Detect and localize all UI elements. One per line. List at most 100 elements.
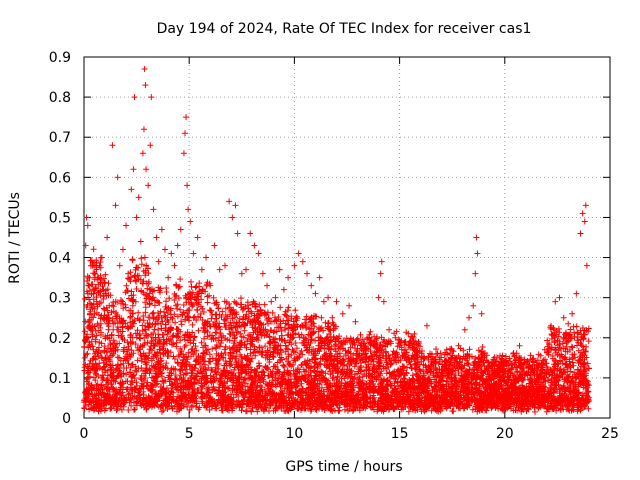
data-point	[98, 254, 105, 261]
data-point	[579, 210, 586, 217]
y-tick-label: 0.5	[49, 210, 71, 226]
data-point	[194, 234, 201, 241]
data-point	[449, 362, 456, 369]
data-point	[114, 174, 121, 181]
data-point	[552, 298, 559, 305]
data-points	[82, 66, 590, 381]
data-point	[378, 258, 385, 265]
data-point	[529, 366, 536, 373]
data-point	[123, 222, 130, 229]
data-point	[109, 142, 116, 149]
data-point	[556, 294, 563, 301]
data-point	[112, 202, 119, 209]
data-point	[375, 294, 382, 301]
data-point	[430, 362, 437, 369]
data-point	[141, 66, 148, 73]
data-point	[247, 230, 254, 237]
data-point	[491, 362, 498, 369]
data-point	[147, 142, 154, 149]
data-point	[371, 338, 378, 345]
data-point	[541, 346, 548, 353]
data-point	[474, 250, 481, 257]
data-point	[455, 342, 462, 349]
data-point	[510, 350, 517, 357]
data-point	[285, 274, 292, 281]
data-point	[162, 246, 169, 253]
data-point	[130, 166, 137, 173]
data-point	[573, 290, 580, 297]
data-point	[133, 214, 140, 221]
data-point	[346, 302, 353, 309]
data-point	[291, 262, 298, 269]
data-point	[198, 266, 205, 273]
data-point	[91, 310, 98, 317]
data-point	[125, 270, 132, 277]
data-point	[312, 290, 319, 297]
data-point	[226, 198, 233, 205]
data-point	[396, 342, 403, 349]
data-point	[329, 314, 336, 321]
data-point	[320, 298, 327, 305]
data-point	[243, 266, 250, 273]
data-point	[466, 314, 473, 321]
data-point	[181, 130, 188, 137]
data-point	[316, 274, 323, 281]
data-point	[106, 302, 113, 309]
background-point-cloud	[81, 246, 592, 415]
data-point	[251, 242, 258, 249]
data-point	[497, 366, 504, 373]
data-point	[333, 298, 340, 305]
data-point	[128, 186, 135, 193]
plot-area-frame	[83, 56, 611, 419]
data-point	[104, 234, 111, 241]
data-point	[255, 250, 262, 257]
data-point	[139, 150, 146, 157]
data-point	[82, 242, 89, 249]
y-tick-label: 0.4	[49, 251, 71, 267]
data-point	[232, 202, 239, 209]
data-point	[339, 310, 346, 317]
data-point	[234, 230, 241, 237]
data-point	[442, 358, 449, 365]
data-point	[84, 222, 91, 229]
data-point	[187, 218, 194, 225]
chart-title: Day 194 of 2024, Rate Of TEC Index for r…	[157, 21, 532, 37]
data-point	[229, 214, 236, 221]
data-point	[165, 274, 172, 281]
data-point	[358, 342, 365, 349]
data-point	[472, 270, 479, 277]
y-tick-label: 0.9	[49, 50, 71, 66]
data-point	[272, 294, 279, 301]
axis-ticks: 0 5 10 15 20 25 0 0.1 0.2 0.3 0.4 0.5 0.6 0.7 0.8 0.9	[49, 50, 619, 442]
data-point	[185, 206, 192, 213]
data-point	[436, 374, 443, 381]
data-point	[184, 182, 191, 189]
data-point	[325, 294, 332, 301]
data-point	[174, 242, 181, 249]
data-point	[516, 342, 523, 349]
y-tick-label: 0.8	[49, 90, 71, 106]
y-tick-label: 0.3	[49, 291, 71, 307]
data-point	[131, 94, 138, 101]
y-tick-label: 0.6	[49, 170, 71, 186]
x-tick-label: 10	[285, 426, 303, 442]
data-point	[86, 282, 93, 289]
data-point	[93, 298, 100, 305]
data-point	[392, 334, 399, 341]
data-point	[535, 362, 542, 369]
data-point	[581, 218, 588, 225]
data-point	[415, 338, 422, 345]
data-point	[142, 82, 149, 89]
data-point	[171, 262, 178, 269]
data-point	[203, 254, 210, 261]
noise-marks	[81, 246, 592, 415]
data-point	[155, 258, 162, 265]
data-point	[280, 286, 287, 293]
data-point	[221, 262, 228, 269]
data-point	[153, 234, 160, 241]
data-point	[83, 214, 90, 221]
data-point	[177, 226, 184, 233]
data-point	[377, 270, 384, 277]
data-point	[211, 242, 218, 249]
